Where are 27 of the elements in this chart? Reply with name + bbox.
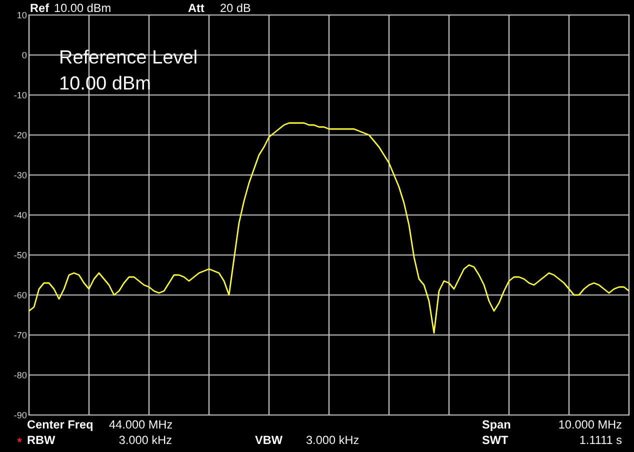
y-tick-label: -20 <box>14 132 27 138</box>
y-tick-label: -50 <box>14 252 27 258</box>
text: 20 dB <box>220 3 250 12</box>
text: Span <box>482 420 510 431</box>
text: 1.1111 s <box>580 436 622 444</box>
text: Att <box>188 4 204 12</box>
text: 3.000 kHz <box>306 435 359 444</box>
y-tick-label: -40 <box>14 212 27 218</box>
y-tick-label: -60 <box>14 292 27 298</box>
text: 3.000 kHz <box>119 435 172 444</box>
text: 44.000 MHz <box>109 420 172 429</box>
y-tick-label: -90 <box>14 412 27 418</box>
line-series <box>29 122 629 334</box>
text: 10.00 dBm <box>54 3 110 12</box>
y-tick-label: 10 <box>18 12 27 18</box>
text: SWT <box>482 436 508 444</box>
text: VBW <box>255 436 283 444</box>
text: Ref <box>30 3 50 12</box>
text: Center Freq <box>27 420 92 431</box>
text: 10.000 MHz <box>559 420 622 429</box>
text: RBW <box>28 436 56 444</box>
y-tick-label: -80 <box>14 372 27 378</box>
y-tick-label: -70 <box>14 332 27 338</box>
text: * <box>17 438 22 442</box>
y-tick-label: 0 <box>22 52 27 58</box>
y-tick-label: -30 <box>14 172 27 178</box>
y-tick-label: -10 <box>14 92 27 98</box>
